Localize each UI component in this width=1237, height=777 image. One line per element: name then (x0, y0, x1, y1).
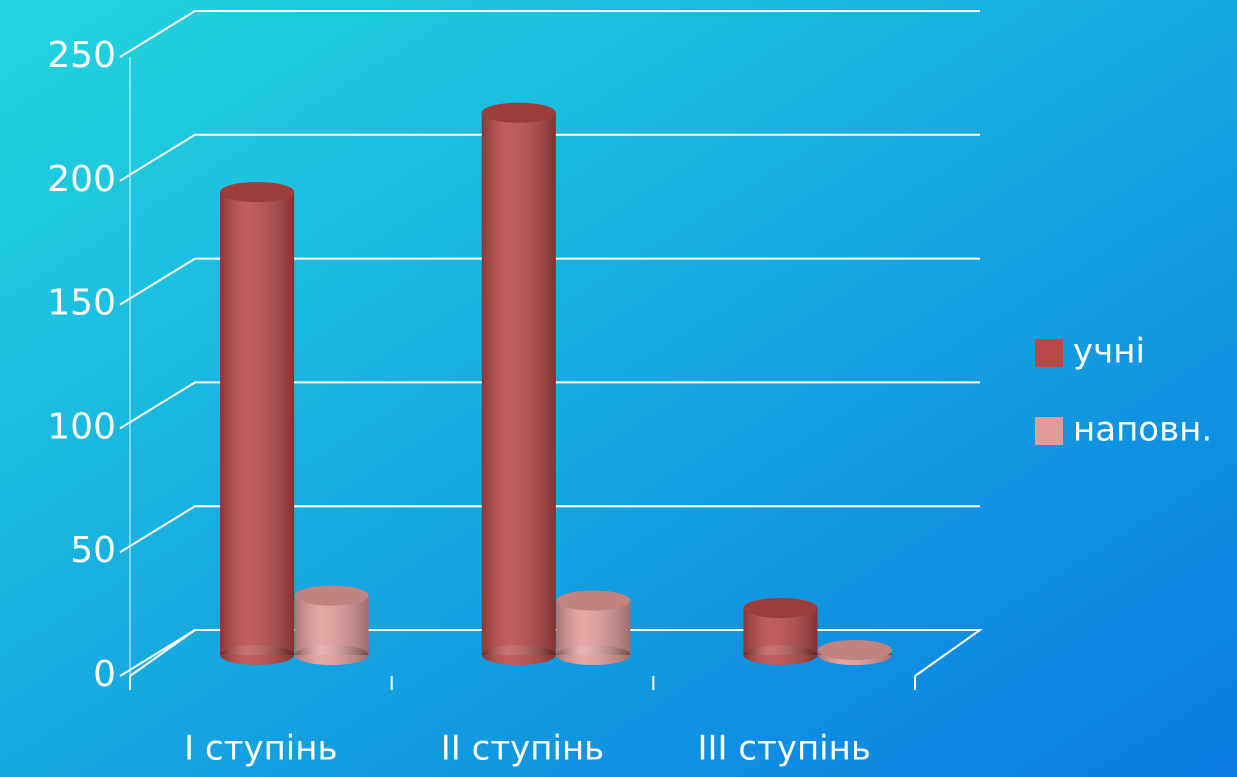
cylinder-top-shade (220, 181, 295, 202)
x-tick-label: I ступінь (184, 729, 337, 769)
legend-label: наповн. (1073, 410, 1212, 450)
cylinder (481, 102, 556, 665)
cylinder-top-shade (818, 640, 893, 661)
cylinder (818, 640, 893, 665)
grid-line (119, 10, 980, 58)
cylinder-top (556, 590, 631, 611)
cylinder-top (294, 585, 369, 606)
cylinder-top (818, 640, 893, 661)
cylinder-body-shade (481, 112, 556, 656)
cylinder (294, 585, 369, 665)
cylinder-top (481, 102, 556, 123)
y-tick-label: 50 (70, 530, 116, 571)
grid-line (119, 133, 980, 182)
y-tick-label: 0 (93, 654, 116, 695)
y-tick-label: 200 (47, 159, 116, 200)
grid-line (119, 381, 980, 430)
y-tick-label: 100 (47, 406, 116, 447)
x-tick-label: II ступінь (441, 729, 604, 769)
cylinder (220, 181, 295, 665)
y-tick-label: 150 (47, 283, 116, 324)
cylinder-top (743, 597, 818, 618)
grid-line (119, 257, 980, 306)
cylinder (556, 590, 631, 665)
legend-label: учні (1073, 332, 1145, 372)
legend-swatch (1035, 417, 1063, 445)
y-tick-label: 250 (47, 35, 116, 76)
cylinder-top-shade (556, 590, 631, 611)
cylinder-top (220, 181, 295, 202)
cylinder-top-shade (481, 102, 556, 123)
legend-swatch (1035, 339, 1063, 367)
cylinder (743, 597, 818, 665)
cylinder-top-shade (743, 597, 818, 618)
cylinder-top-shade (294, 585, 369, 606)
x-tick-label: III ступінь (697, 729, 870, 769)
cylinder-body-shade (220, 191, 295, 655)
grid-line (119, 505, 980, 554)
grid-line (119, 629, 980, 677)
